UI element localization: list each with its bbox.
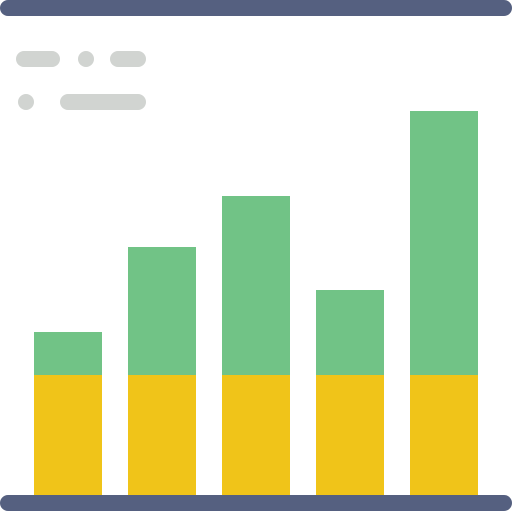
bar-3-base-segment (222, 375, 290, 495)
bar-2-base-segment (128, 375, 196, 495)
bar-1-top-segment (34, 332, 102, 375)
bar-5-top-segment (410, 111, 478, 375)
legend-placeholder-dot (18, 94, 34, 110)
bar-5-base-segment (410, 375, 478, 495)
bar-2-top-segment (128, 247, 196, 375)
legend-placeholder (16, 51, 146, 110)
bars-group (34, 111, 478, 495)
bar-3-top-segment (222, 196, 290, 375)
bar-1-base-segment (34, 375, 102, 495)
legend-placeholder-dot (78, 51, 94, 67)
bar-4-top-segment (316, 290, 384, 375)
bar-4-base-segment (316, 375, 384, 495)
